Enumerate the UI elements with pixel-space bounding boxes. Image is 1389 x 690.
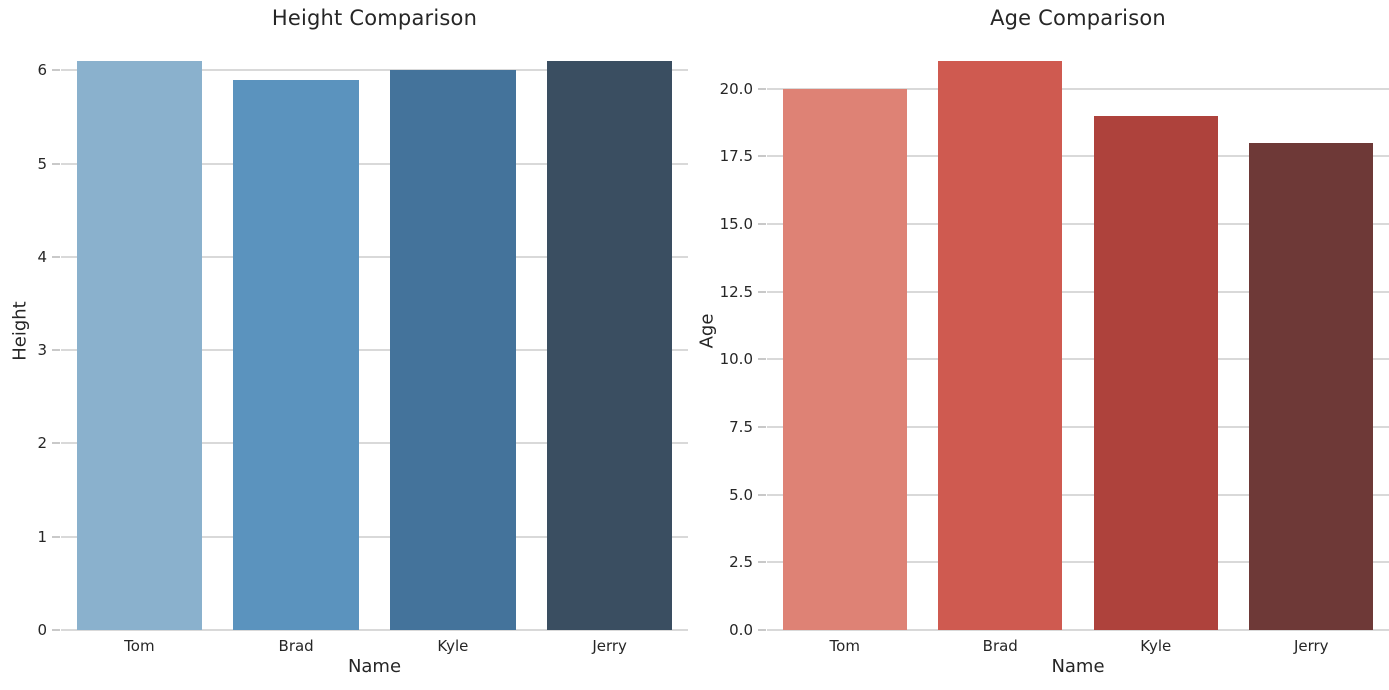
chart-title: Height Comparison (271, 6, 478, 30)
y-tick-label: 10.0 (719, 350, 753, 369)
y-tick-mark (758, 222, 766, 225)
gridline (61, 442, 688, 445)
y-tick-label: 7.5 (729, 417, 753, 436)
bar-tom (782, 88, 907, 630)
bar-tom (76, 60, 203, 630)
gridline (61, 69, 688, 72)
y-tick-label: 6 (37, 61, 47, 80)
y-axis-label: Age (696, 313, 718, 349)
y-tick-mark (758, 155, 766, 158)
y-tick-label: 1 (37, 527, 47, 546)
y-tick-mark (52, 442, 60, 445)
gridline (767, 629, 1389, 631)
x-tick-label: Kyle (1140, 637, 1172, 655)
bar-brad (938, 61, 1063, 630)
y-tick-mark (52, 349, 60, 352)
y-tick-label: 2.5 (729, 553, 753, 572)
gridline (767, 425, 1389, 428)
chart-title: Age Comparison (990, 6, 1166, 30)
y-tick-label: 4 (37, 247, 47, 266)
gridline (61, 535, 688, 538)
x-tick-label: Tom (829, 637, 860, 655)
y-tick-mark (52, 629, 60, 631)
bar-jerry (546, 60, 673, 630)
x-axis-label: Name (347, 656, 402, 677)
gridline (61, 629, 688, 631)
y-tick-mark (52, 69, 60, 72)
gridline (61, 162, 688, 165)
y-tick-mark (52, 255, 60, 258)
y-tick-mark (52, 162, 60, 165)
y-tick-label: 17.5 (719, 147, 753, 166)
y-tick-mark (52, 535, 60, 538)
y-tick-mark (758, 87, 766, 90)
x-tick-label: Tom (124, 637, 155, 655)
y-tick-mark (758, 290, 766, 293)
x-tick-label: Brad (982, 637, 1018, 655)
bar-brad (233, 79, 359, 630)
gridline (61, 255, 688, 258)
gridline (767, 155, 1389, 158)
gridline (767, 358, 1389, 361)
bar-kyle (390, 70, 516, 630)
gridline (61, 349, 688, 352)
x-tick-label: Brad (278, 637, 314, 655)
gridline (767, 290, 1389, 293)
x-tick-label: Kyle (437, 637, 469, 655)
x-axis-label: Name (1051, 656, 1105, 677)
y-tick-mark (758, 425, 766, 428)
y-tick-mark (758, 493, 766, 496)
y-tick-label: 20.0 (719, 79, 753, 98)
bar-kyle (1093, 115, 1218, 630)
y-tick-label: 2 (37, 434, 47, 453)
x-tick-label: Jerry (1293, 637, 1329, 655)
y-tick-label: 0.0 (729, 621, 753, 639)
y-tick-label: 5.0 (729, 485, 753, 504)
x-tick-label: Jerry (592, 637, 627, 655)
y-tick-label: 0 (37, 621, 47, 639)
gridline (767, 222, 1389, 225)
y-tick-mark (758, 358, 766, 361)
gridline (767, 87, 1389, 90)
y-tick-label: 15.0 (719, 214, 753, 233)
y-tick-mark (758, 561, 766, 564)
y-tick-label: 12.5 (719, 282, 753, 301)
gridline (767, 561, 1389, 564)
gridline (767, 493, 1389, 496)
plot-area: 0.0 2.5 5.0 7.5 10.0 12.5 15.0 17.5 20.0 Tom Brad K… (720, 33, 1389, 655)
plot-area: 0 1 2 3 4 5 6 Tom Brad Kyle Jerry (37, 33, 688, 655)
y-tick-label: 3 (37, 341, 47, 360)
bar-jerry (1249, 142, 1374, 630)
y-tick-label: 5 (37, 154, 47, 173)
y-tick-mark (758, 629, 766, 631)
